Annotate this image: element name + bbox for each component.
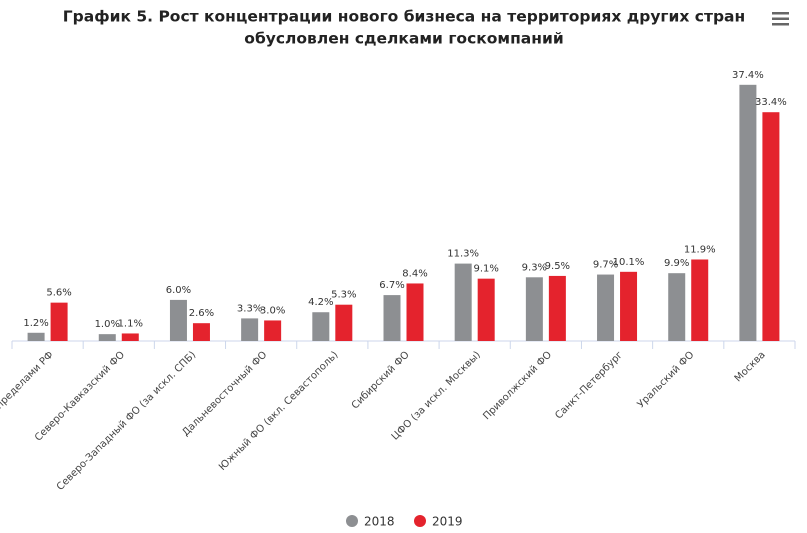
value-label: 4.2%: [308, 297, 333, 308]
value-label: 9.9%: [664, 258, 689, 269]
value-label: 9.7%: [593, 260, 618, 271]
bar: [169, 299, 187, 341]
bar: [477, 278, 495, 341]
bar: [739, 84, 757, 341]
bar: [525, 277, 543, 341]
bar: [121, 333, 139, 341]
menu-bar: [772, 12, 789, 15]
value-label: 10.1%: [613, 257, 645, 268]
bar: [454, 263, 472, 341]
chart-subtitle: обусловлен сделками госкомпаний: [244, 30, 563, 48]
bar: [691, 259, 709, 341]
bar: [597, 274, 615, 341]
bar: [335, 304, 353, 341]
bar: [98, 334, 116, 341]
bar: [192, 323, 210, 341]
value-label: 1.2%: [23, 318, 48, 329]
value-label: 3.0%: [260, 305, 285, 316]
value-label: 6.0%: [166, 285, 191, 296]
value-label: 9.5%: [545, 261, 570, 272]
x-tick-label: Санкт-Петербург: [553, 349, 625, 421]
bar: [264, 320, 282, 341]
value-label: 3.3%: [237, 303, 262, 314]
bar: [668, 273, 686, 341]
value-label: 9.1%: [473, 264, 498, 275]
bar: [548, 275, 566, 341]
x-tick-label: Уральский ФО: [636, 349, 697, 410]
menu-bar: [772, 17, 789, 20]
menu-bar: [772, 23, 789, 26]
bar: [50, 302, 68, 341]
value-label: 11.3%: [447, 249, 479, 260]
value-label: 37.4%: [732, 70, 764, 81]
value-label: 5.6%: [46, 288, 71, 299]
bar: [762, 112, 780, 342]
value-label: 1.1%: [118, 318, 143, 329]
legend-marker: [346, 515, 358, 527]
value-label: 9.3%: [522, 262, 547, 273]
legend-label: 2019: [432, 515, 463, 529]
bar: [620, 271, 638, 341]
value-label: 8.4%: [402, 268, 427, 279]
value-label: 1.0%: [95, 319, 120, 330]
legend-label: 2018: [364, 515, 395, 529]
value-label: 5.3%: [331, 290, 356, 301]
value-label: 2.6%: [189, 308, 214, 319]
x-tick-label: Москва: [733, 349, 768, 384]
value-label: 11.9%: [684, 244, 716, 255]
menu-button[interactable]: [772, 12, 789, 26]
value-label: 6.7%: [379, 280, 404, 291]
bar: [406, 283, 424, 341]
x-tick-label: Приволжский ФО: [481, 349, 554, 422]
x-tick-label: Сибирский ФО: [350, 349, 412, 411]
bar: [241, 318, 259, 341]
legend-marker: [414, 515, 426, 527]
value-label: 33.4%: [755, 97, 787, 108]
bar: [312, 312, 330, 341]
x-tick-label: Южный ФО (вкл. Севастополь): [217, 349, 341, 473]
bar: [383, 295, 401, 341]
bar: [27, 332, 45, 341]
chart-title: График 5. Рост концентрации нового бизне…: [63, 8, 745, 26]
x-tick-label: Северо-Западный ФО (за искл. СПБ): [55, 349, 198, 492]
